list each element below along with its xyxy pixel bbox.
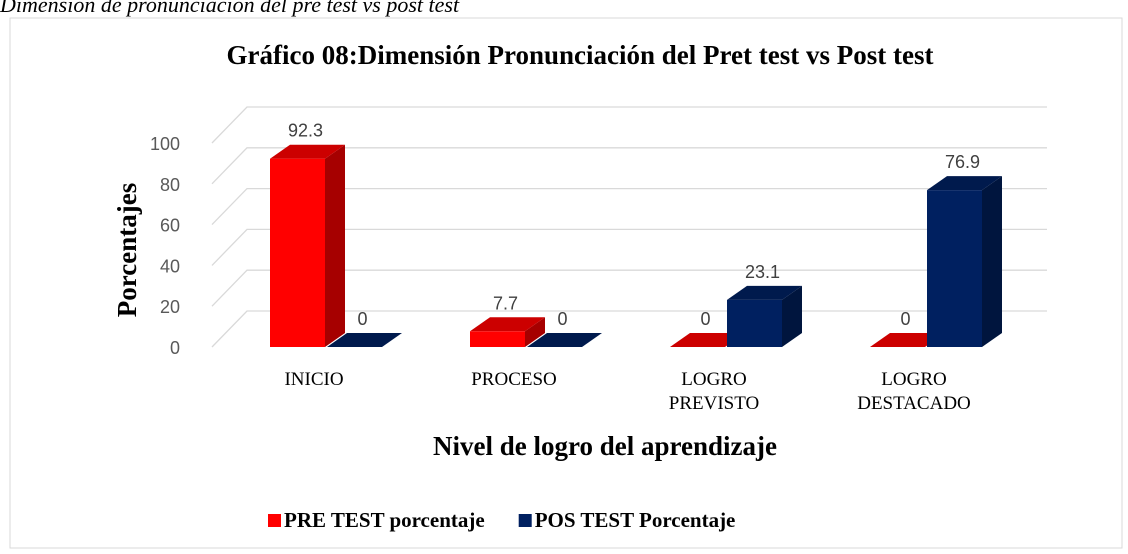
bar-top xyxy=(870,333,945,347)
grid-line xyxy=(211,228,1047,266)
data-label: 0 xyxy=(900,309,910,329)
y-axis-label: Porcentajes xyxy=(112,183,142,317)
bar-top xyxy=(670,333,745,347)
bar xyxy=(470,331,525,347)
bar-top xyxy=(527,333,602,347)
grid-line xyxy=(211,269,1047,307)
x-tick-label: INICIO xyxy=(284,369,344,390)
legend-swatch xyxy=(518,514,532,527)
x-tick-label: LOGRO DESTACADO xyxy=(857,369,971,414)
grid-line xyxy=(211,147,1047,185)
bar xyxy=(727,299,782,347)
bar-top xyxy=(327,333,402,347)
bar-top xyxy=(470,317,545,332)
grid-line xyxy=(211,187,1047,226)
y-tick-label: 20 xyxy=(160,297,180,317)
x-tick-label: LOGRO PREVISTO xyxy=(668,369,760,414)
bar-top xyxy=(270,144,345,159)
y-tick-label: 40 xyxy=(160,256,180,276)
legend-swatch xyxy=(268,514,281,527)
legend-label: POS TEST Porcentaje xyxy=(535,508,736,532)
data-label: 76.9 xyxy=(945,152,980,172)
data-label: 0 xyxy=(357,309,367,329)
x-tick-label: PROCESO xyxy=(471,369,557,390)
bar-side xyxy=(782,285,802,347)
y-tick-label: 100 xyxy=(150,134,180,154)
x-axis-label: Nivel de logro del aprendizaje xyxy=(433,431,777,461)
data-label: 0 xyxy=(557,309,567,329)
bar-top xyxy=(727,285,802,300)
data-label: 7.7 xyxy=(493,293,518,313)
caption: Dimensión de pronunciación del pre test … xyxy=(0,0,460,17)
chart-title: Gráfico 08:Dimensión Pronunciación del P… xyxy=(227,40,934,70)
y-tick-label: 60 xyxy=(160,216,180,236)
grid-line xyxy=(211,106,1047,144)
y-tick-label: 0 xyxy=(170,338,180,358)
y-tick-label: 80 xyxy=(160,175,180,195)
data-label: 23.1 xyxy=(745,262,780,282)
bar-side xyxy=(525,317,545,347)
bar-side xyxy=(982,176,1002,347)
data-label: 0 xyxy=(700,309,710,329)
bar-top xyxy=(927,176,1002,191)
bar xyxy=(927,190,982,347)
bar xyxy=(270,158,325,347)
legend-label: PRE TEST porcentaje xyxy=(284,508,485,532)
data-label: 92.3 xyxy=(288,121,323,141)
bar-side xyxy=(325,144,345,347)
